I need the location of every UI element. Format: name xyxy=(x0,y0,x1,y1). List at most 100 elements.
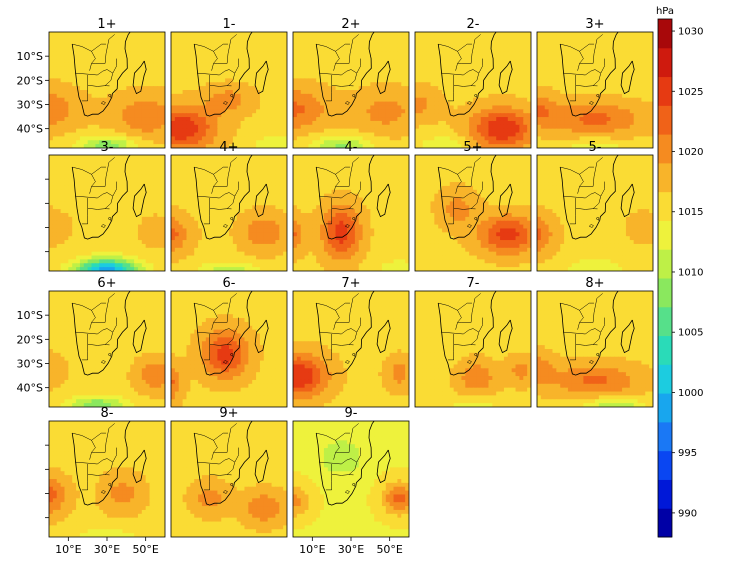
pressure-cell xyxy=(186,66,191,72)
pressure-cell xyxy=(583,97,588,103)
pressure-cell xyxy=(248,47,253,52)
pressure-cell xyxy=(103,90,108,95)
pressure-cell xyxy=(507,39,513,45)
pressure-cell xyxy=(571,39,577,45)
pressure-cell xyxy=(259,62,265,68)
pressure-cell xyxy=(240,132,246,137)
pressure-cell xyxy=(544,144,550,148)
pressure-cell xyxy=(507,78,513,83)
pressure-cell xyxy=(312,97,317,103)
pressure-cell xyxy=(259,132,265,137)
pressure-cell xyxy=(469,39,474,45)
pressure-cell xyxy=(194,62,199,68)
pressure-cell xyxy=(519,113,524,118)
pressure-cell xyxy=(56,78,62,83)
pressure-cell xyxy=(213,86,218,91)
pressure-cell xyxy=(434,97,439,103)
pressure-cell xyxy=(141,128,147,134)
pressure-cell xyxy=(515,90,520,95)
pressure-cell xyxy=(91,93,96,99)
pressure-cell xyxy=(523,117,528,122)
pressure-cell xyxy=(564,101,569,107)
pressure-cell xyxy=(91,201,96,206)
pressure-cell xyxy=(122,174,127,179)
pressure-cell xyxy=(114,62,120,68)
pressure-cell xyxy=(519,43,524,49)
pressure-cell xyxy=(583,101,588,107)
pressure-cell xyxy=(217,66,222,72)
pressure-cell xyxy=(595,39,600,45)
pressure-cell xyxy=(153,189,158,195)
pressure-cell xyxy=(629,101,635,107)
pressure-cell xyxy=(157,59,162,64)
pressure-cell xyxy=(625,97,631,103)
pressure-cell xyxy=(240,35,246,41)
pressure-cell xyxy=(422,51,428,56)
pressure-cell xyxy=(145,124,151,130)
pressure-cell xyxy=(511,136,517,141)
pressure-cell xyxy=(134,117,139,122)
pressure-cell xyxy=(252,82,257,87)
pressure-cell xyxy=(422,55,428,60)
pressure-cell xyxy=(378,70,383,76)
pressure-cell xyxy=(304,140,310,145)
pressure-cell xyxy=(552,101,557,107)
country-border xyxy=(197,72,220,76)
pressure-cell xyxy=(560,140,565,145)
pressure-cell xyxy=(244,74,249,79)
pressure-cell xyxy=(209,93,215,99)
pressure-cell xyxy=(76,120,81,126)
pressure-cell xyxy=(430,97,435,103)
pressure-cell xyxy=(556,86,561,91)
pressure-cell xyxy=(625,113,631,118)
pressure-cell xyxy=(323,59,329,64)
pressure-cell xyxy=(331,47,337,52)
pressure-cell xyxy=(110,205,116,210)
pressure-cell xyxy=(503,136,509,141)
pressure-cell xyxy=(378,128,383,134)
pressure-cell xyxy=(480,144,486,148)
pressure-cell xyxy=(79,66,85,72)
pressure-cell xyxy=(331,109,337,114)
pressure-cell xyxy=(190,51,195,56)
pressure-cell xyxy=(339,117,344,122)
pressure-cell xyxy=(316,93,321,99)
pressure-cell xyxy=(118,136,124,141)
pressure-cell xyxy=(275,109,280,114)
pressure-cell xyxy=(389,32,395,37)
pressure-cell xyxy=(52,170,58,175)
pressure-cell xyxy=(149,182,154,187)
pressure-cell xyxy=(343,93,348,99)
pressure-cell xyxy=(476,113,482,118)
pressure-cell xyxy=(465,101,470,107)
pressure-cell xyxy=(137,62,143,68)
pressure-cell xyxy=(515,74,520,79)
pressure-cell xyxy=(610,140,615,145)
pressure-cell xyxy=(52,193,58,199)
pressure-cell xyxy=(279,82,284,87)
pressure-cell xyxy=(442,66,447,72)
pressure-cell xyxy=(362,35,368,41)
pressure-cell xyxy=(649,117,653,122)
pressure-cell xyxy=(606,124,612,130)
pressure-cell xyxy=(511,82,517,87)
pressure-cell xyxy=(331,120,337,126)
pressure-cell xyxy=(389,124,395,130)
pressure-cell xyxy=(507,97,513,103)
pressure-cell xyxy=(537,113,542,118)
pressure-cell xyxy=(633,93,639,99)
pressure-cell xyxy=(347,32,352,37)
pressure-cell xyxy=(393,105,398,110)
pressure-cell xyxy=(240,128,246,134)
pressure-cell xyxy=(153,136,158,141)
pressure-cell xyxy=(397,39,402,45)
pressure-cell xyxy=(496,113,501,118)
country-border xyxy=(219,69,235,76)
pressure-cell xyxy=(49,105,54,110)
pressure-cell xyxy=(595,32,600,37)
pressure-cell xyxy=(492,144,497,148)
pressure-cell xyxy=(134,185,139,191)
pressure-cell xyxy=(56,182,62,187)
pressure-cell xyxy=(389,78,395,83)
pressure-cell xyxy=(354,51,360,56)
